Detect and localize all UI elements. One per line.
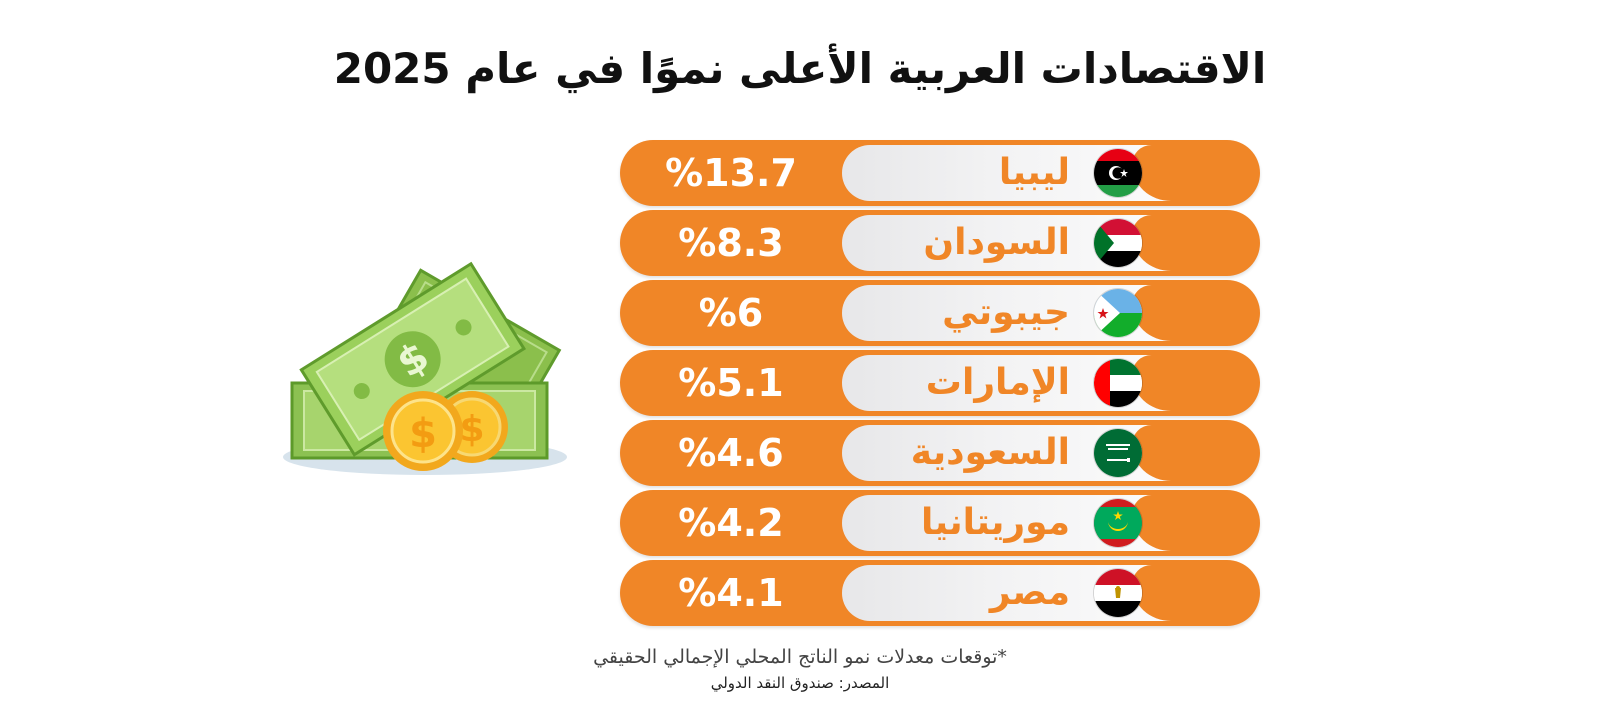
value-label: %8.3 (678, 221, 784, 265)
source-note: المصدر: صندوق النقد الدولي (710, 674, 890, 692)
country-label: ليبيا (998, 152, 1070, 193)
row-wave-decoration (1132, 145, 1252, 201)
row-wave-decoration (1132, 495, 1252, 551)
row-wave-decoration (1132, 355, 1252, 411)
country-label: موريتانيا (920, 502, 1070, 543)
row-wave-decoration (1132, 215, 1252, 271)
list-item: %5.1 الإمارات (620, 350, 1260, 416)
mauritania-flag-icon (1094, 499, 1142, 547)
country-label: السودان (923, 222, 1070, 263)
list-item: %4.2 موريتانيا (620, 490, 1260, 556)
uae-flag-icon (1094, 359, 1142, 407)
djibouti-flag-icon (1094, 289, 1142, 337)
svg-text:$: $ (459, 409, 484, 450)
list-item: %4.6 السعودية (620, 420, 1260, 486)
country-label: جيبوتي (942, 292, 1070, 333)
value-label: %6 (698, 291, 764, 335)
value-label: %4.6 (678, 431, 784, 475)
row-wave-decoration (1132, 425, 1252, 481)
country-label: السعودية (910, 432, 1070, 473)
row-wave-decoration (1132, 285, 1252, 341)
list-item: %13.7 ليبيا (620, 140, 1260, 206)
value-label: %4.2 (678, 501, 784, 545)
saudi-flag-icon (1094, 429, 1142, 477)
list-item: %6 جيبوتي (620, 280, 1260, 346)
value-label: %5.1 (678, 361, 784, 405)
egypt-flag-icon (1094, 569, 1142, 617)
country-label: مصر (989, 572, 1070, 613)
sudan-flag-icon (1094, 219, 1142, 267)
list-item: %8.3 السودان (620, 210, 1260, 276)
country-label: الإمارات (925, 362, 1070, 403)
libya-flag-icon (1094, 149, 1142, 197)
list-item: %4.1 مصر (620, 560, 1260, 626)
footnote: *توقعات معدلات نمو الناتج المحلي الإجمال… (593, 646, 1007, 668)
money-illustration: $ $ $ (280, 235, 580, 489)
value-label: %13.7 (665, 151, 797, 195)
chart-title: الاقتصادات العربية الأعلى نموًا في عام 2… (333, 44, 1267, 93)
value-label: %4.1 (678, 571, 784, 615)
ranking-list: %13.7 ليبيا %8.3 السودان (620, 140, 1260, 630)
svg-text:$: $ (409, 411, 437, 457)
row-wave-decoration (1132, 565, 1252, 621)
